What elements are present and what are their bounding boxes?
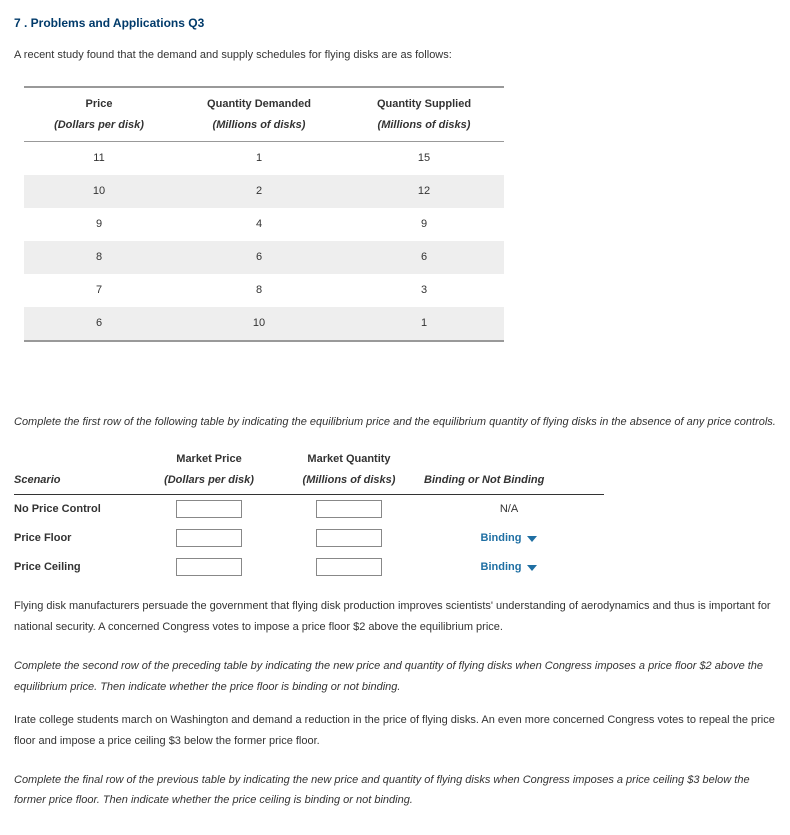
binding-dropdown[interactable]: Binding [481, 528, 538, 549]
instruction-3: Complete the final row of the previous t… [14, 770, 776, 812]
hdr-market-qty: Market Quantity(Millions of disks) [284, 445, 424, 495]
market-price-input[interactable] [176, 529, 242, 547]
market-qty-input[interactable] [316, 500, 382, 518]
table-cell: 9 [24, 208, 174, 241]
table-cell: 8 [174, 274, 344, 307]
table-row: 11115 [24, 142, 504, 175]
instruction-1: Complete the first row of the following … [14, 412, 776, 433]
market-price-input[interactable] [176, 558, 242, 576]
col-header-demand: Quantity Demanded(Millions of disks) [174, 87, 344, 142]
table-cell: 3 [344, 274, 504, 307]
table-row: 10212 [24, 175, 504, 208]
scenario-row: Price Ceiling Binding [14, 553, 604, 582]
supply-demand-table: Price(Dollars per disk) Quantity Demande… [24, 86, 504, 342]
table-cell: 6 [24, 307, 174, 341]
market-price-cell [144, 524, 284, 553]
market-qty-cell [284, 495, 424, 524]
chevron-down-icon [527, 565, 537, 571]
binding-dropdown-label: Binding [481, 557, 522, 578]
instruction-2: Complete the second row of the preceding… [14, 656, 776, 698]
market-qty-input[interactable] [316, 529, 382, 547]
table-row: 866 [24, 241, 504, 274]
col-header-price: Price(Dollars per disk) [24, 87, 174, 142]
market-qty-input[interactable] [316, 558, 382, 576]
binding-cell: Binding [424, 553, 604, 582]
table-cell: 8 [24, 241, 174, 274]
paragraph-2: Irate college students march on Washingt… [14, 710, 776, 752]
question-heading: 7 . Problems and Applications Q3 [14, 12, 776, 35]
binding-na: N/A [424, 499, 594, 520]
hdr-binding: Binding or Not Binding [424, 445, 604, 495]
scenario-table: Scenario Market Price(Dollars per disk) … [14, 445, 604, 582]
table-cell: 4 [174, 208, 344, 241]
paragraph-1: Flying disk manufacturers persuade the g… [14, 596, 776, 638]
chevron-down-icon [527, 536, 537, 542]
binding-dropdown[interactable]: Binding [481, 557, 538, 578]
intro-text: A recent study found that the demand and… [14, 45, 776, 66]
scenario-label: Price Ceiling [14, 553, 144, 582]
table-cell: 1 [174, 142, 344, 175]
hdr-scenario: Scenario [14, 445, 144, 495]
table-row: 949 [24, 208, 504, 241]
market-qty-cell [284, 553, 424, 582]
table-cell: 6 [174, 241, 344, 274]
table-cell: 10 [174, 307, 344, 341]
hdr-market-price: Market Price(Dollars per disk) [144, 445, 284, 495]
market-price-cell [144, 553, 284, 582]
scenario-header-row: Scenario Market Price(Dollars per disk) … [14, 445, 604, 495]
binding-cell: Binding [424, 524, 604, 553]
binding-dropdown-label: Binding [481, 528, 522, 549]
market-price-input[interactable] [176, 500, 242, 518]
col-header-supply: Quantity Supplied(Millions of disks) [344, 87, 504, 142]
scenario-row: No Price Control N/A [14, 495, 604, 524]
table-cell: 6 [344, 241, 504, 274]
table-header-row: Price(Dollars per disk) Quantity Demande… [24, 87, 504, 142]
market-qty-cell [284, 524, 424, 553]
table-cell: 15 [344, 142, 504, 175]
table-row: 6101 [24, 307, 504, 341]
table-cell: 9 [344, 208, 504, 241]
table-cell: 10 [24, 175, 174, 208]
table-cell: 11 [24, 142, 174, 175]
scenario-label: No Price Control [14, 495, 144, 524]
table-row: 783 [24, 274, 504, 307]
table-cell: 2 [174, 175, 344, 208]
scenario-label: Price Floor [14, 524, 144, 553]
market-price-cell [144, 495, 284, 524]
table-cell: 12 [344, 175, 504, 208]
binding-cell: N/A [424, 495, 604, 524]
table-cell: 1 [344, 307, 504, 341]
table-cell: 7 [24, 274, 174, 307]
scenario-row: Price Floor Binding [14, 524, 604, 553]
